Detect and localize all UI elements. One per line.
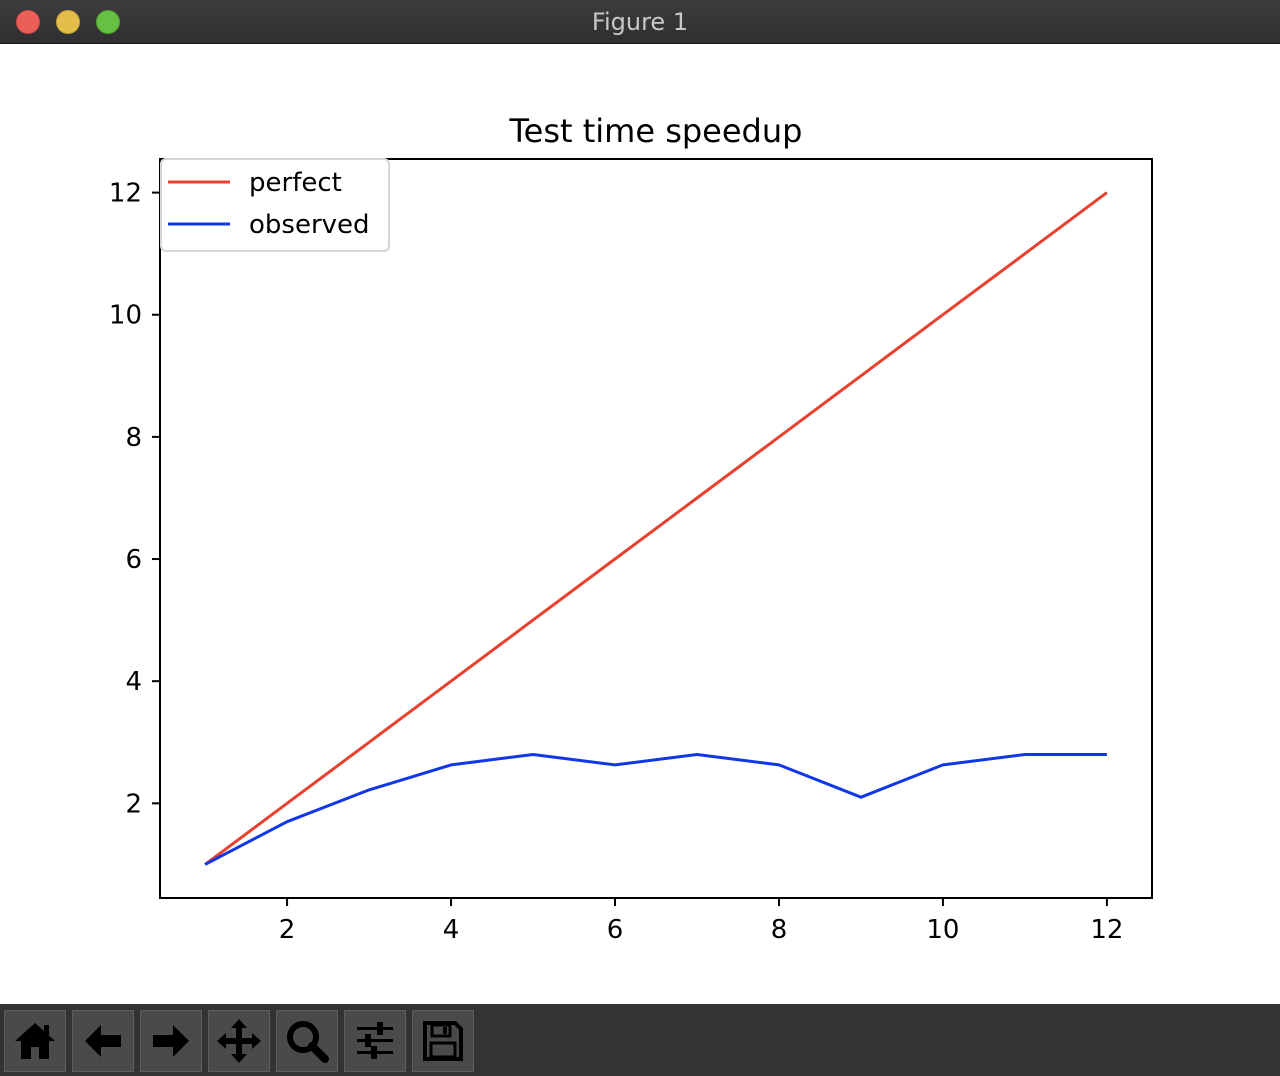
home-icon — [15, 1023, 55, 1059]
pan-move-icon — [217, 1019, 261, 1063]
axes-frame — [159, 158, 1153, 899]
y-tick-label: 12 — [109, 179, 142, 209]
y-tick-label: 4 — [125, 667, 142, 697]
window-title: Figure 1 — [591, 8, 689, 36]
pan-button[interactable] — [208, 1010, 270, 1072]
series-line-observed — [204, 753, 1107, 866]
save-floppy-icon — [423, 1021, 463, 1061]
chart-title: Test time speedup — [509, 112, 803, 150]
navigation-toolbar — [0, 1004, 1280, 1076]
x-tick-label: 8 — [771, 915, 788, 945]
forward-button[interactable] — [140, 1010, 202, 1072]
x-tick-label: 2 — [279, 915, 296, 945]
back-button[interactable] — [72, 1010, 134, 1072]
y-tick-label: 8 — [125, 423, 142, 453]
minimize-window-button[interactable] — [56, 10, 80, 34]
maximize-window-button[interactable] — [96, 10, 120, 34]
zoom-magnifier-icon — [287, 1021, 329, 1063]
legend: perfect observed — [160, 158, 390, 252]
y-tick-label: 10 — [109, 301, 142, 331]
plot-area — [204, 191, 1108, 866]
x-tick-label: 4 — [443, 915, 460, 945]
save-button[interactable] — [412, 1010, 474, 1072]
y-tick-label: 2 — [125, 789, 142, 819]
x-tick-label: 6 — [607, 915, 624, 945]
back-arrow-icon — [85, 1025, 121, 1057]
title-bar: Figure 1 — [0, 0, 1280, 44]
x-tick-label: 12 — [1090, 915, 1123, 945]
legend-label-perfect: perfect — [249, 168, 342, 198]
series-line-perfect — [204, 191, 1108, 866]
close-window-button[interactable] — [16, 10, 40, 34]
figure-canvas: Test time speedup 2 4 6 8 10 12 2 4 6 8 10 12 perfe… — [109, 112, 1153, 945]
y-tick-label: 6 — [125, 545, 142, 575]
x-tick-label: 10 — [926, 915, 959, 945]
legend-label-observed: observed — [249, 210, 370, 240]
home-button[interactable] — [4, 1010, 66, 1072]
forward-arrow-icon — [153, 1025, 189, 1057]
axis-ticks: 2 4 6 8 10 12 2 4 6 8 10 12 — [109, 179, 1124, 945]
zoom-button[interactable] — [276, 1010, 338, 1072]
subplots-configure-button[interactable] — [344, 1010, 406, 1072]
subplots-sliders-icon — [357, 1022, 393, 1059]
